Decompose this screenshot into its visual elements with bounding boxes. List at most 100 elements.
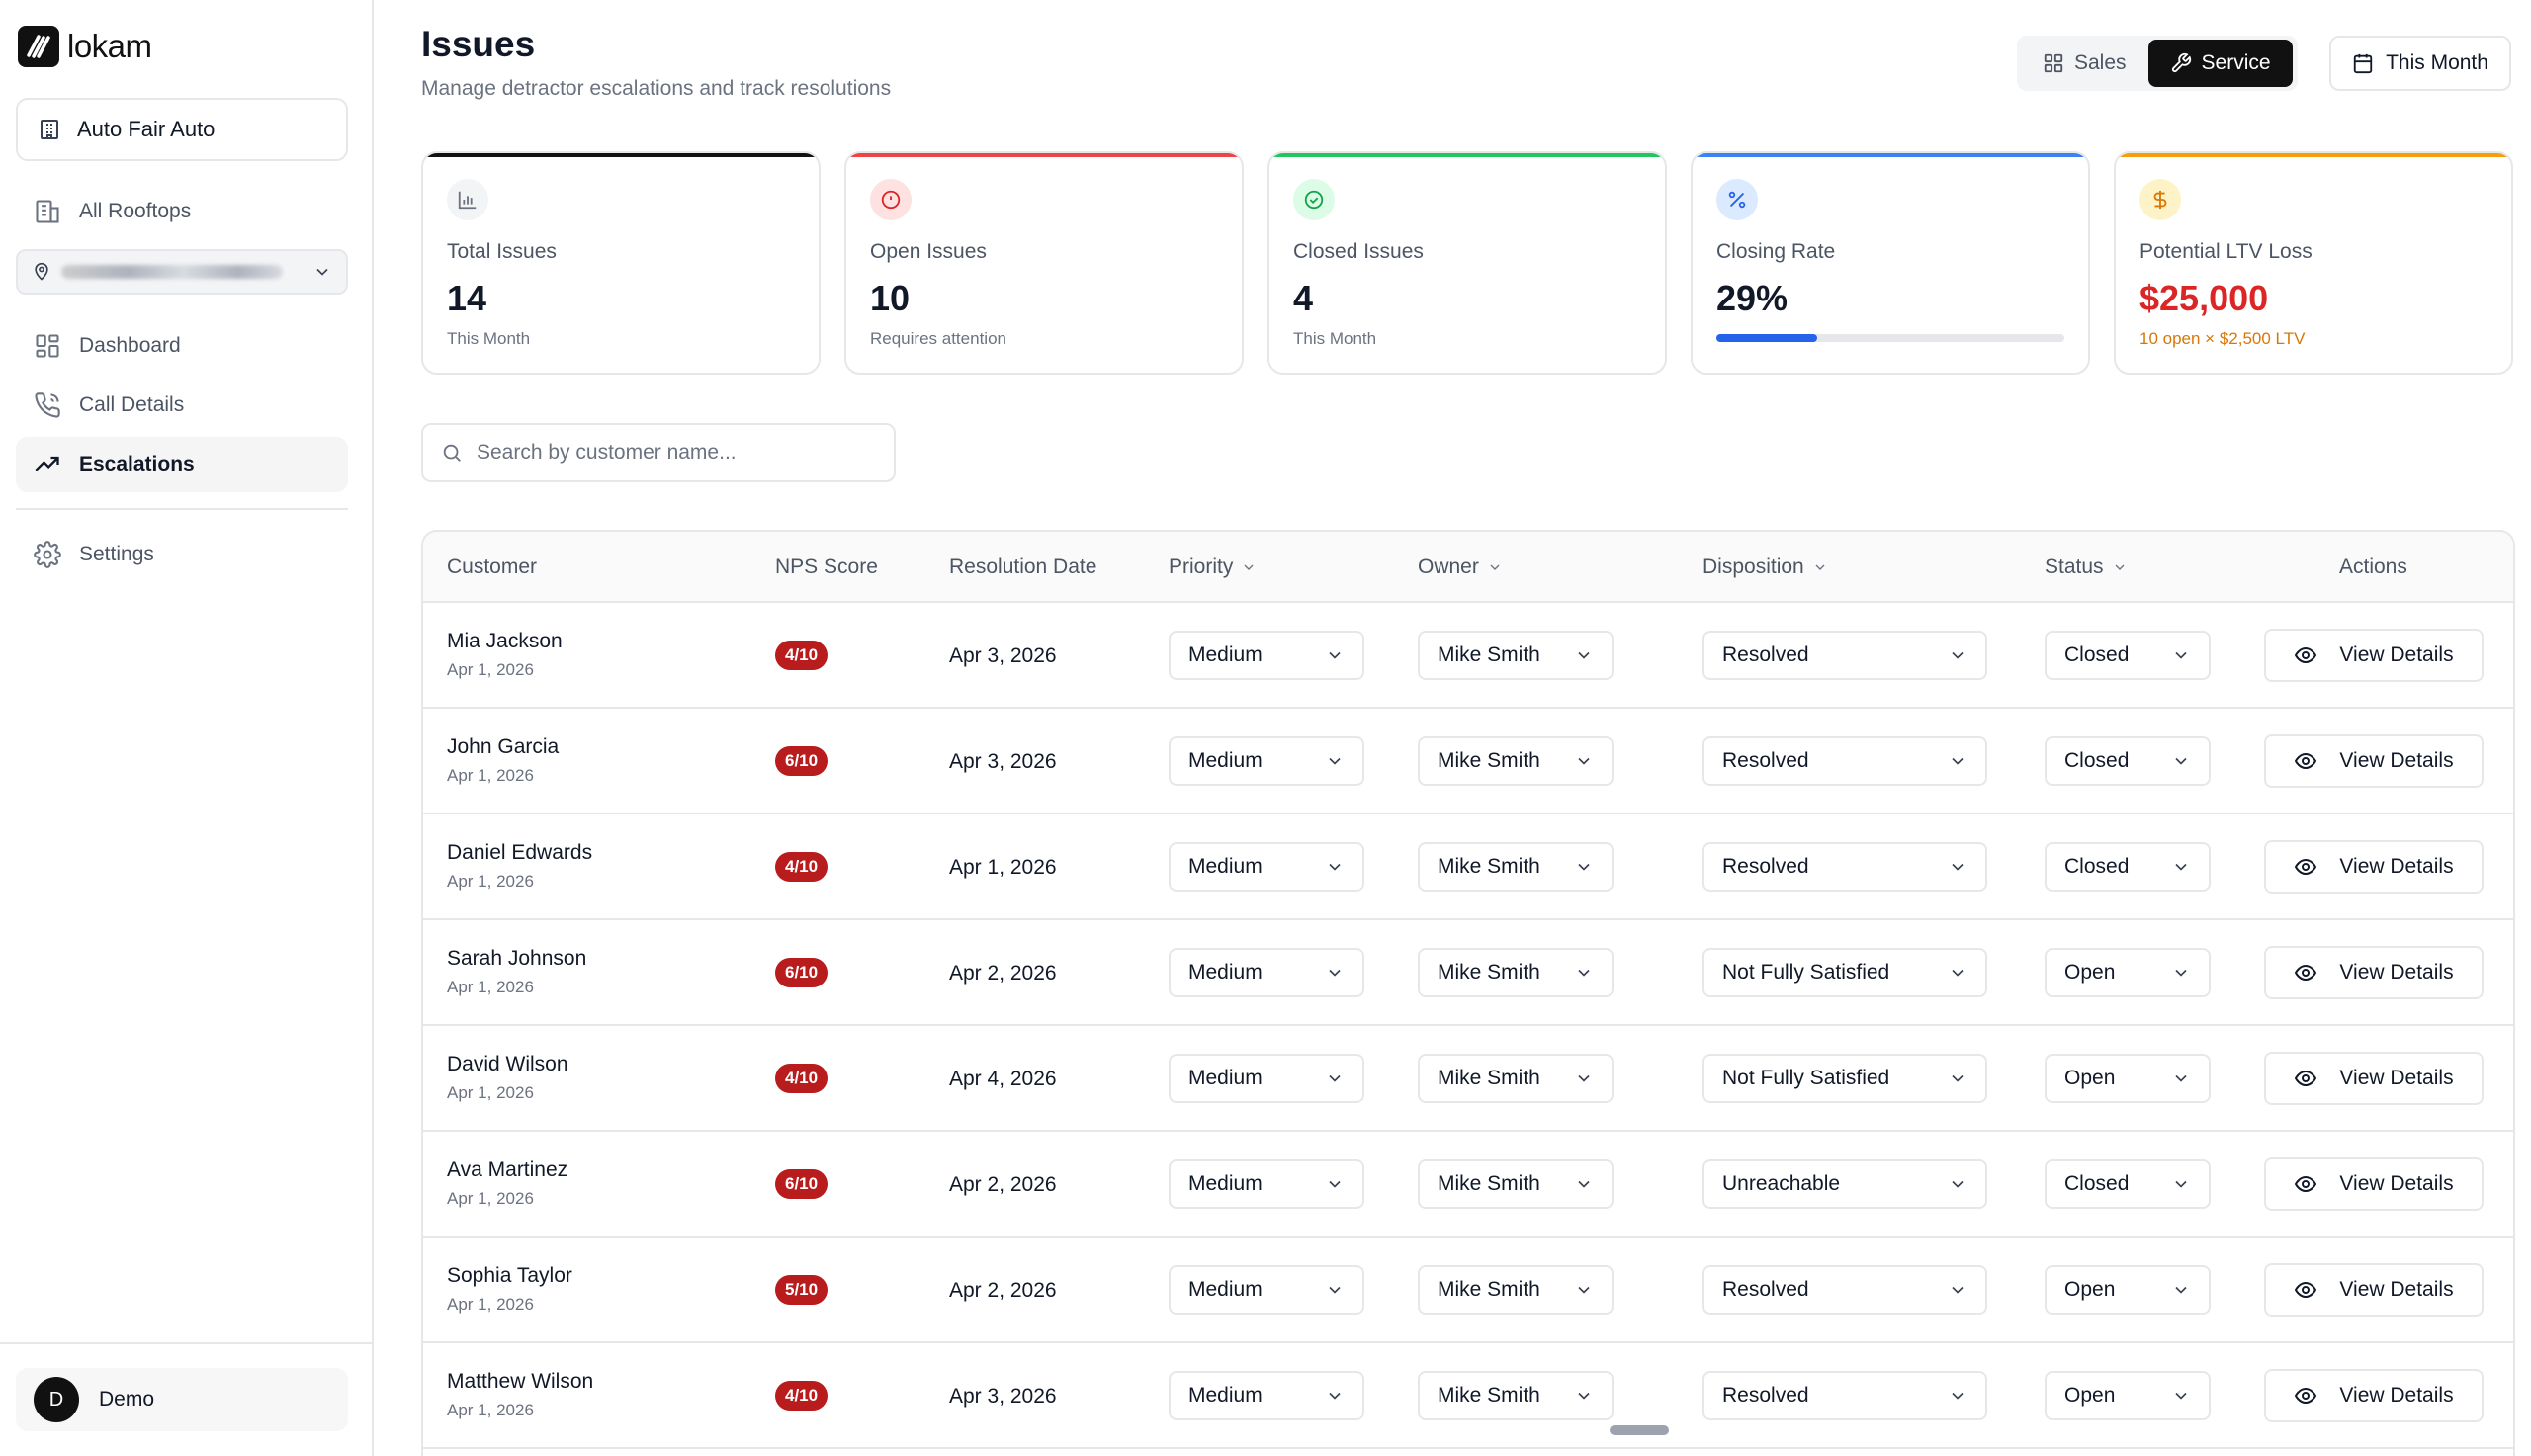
stat-card-ltv-loss: Potential LTV Loss $25,000 10 open × $2,… xyxy=(2114,151,2513,375)
status-select[interactable]: Closed xyxy=(2045,736,2211,786)
status-select[interactable]: Closed xyxy=(2045,1159,2211,1209)
owner-select[interactable]: Mike Smith xyxy=(1418,736,1614,786)
chevron-down-icon xyxy=(1578,1180,1590,1188)
customer-date: Apr 1, 2026 xyxy=(447,1189,534,1208)
sidebar-bottom-divider xyxy=(0,1342,372,1344)
customer-date: Apr 1, 2026 xyxy=(447,978,534,996)
priority-select[interactable]: Medium xyxy=(1169,631,1364,680)
nav-settings[interactable]: Settings xyxy=(16,527,348,582)
col-owner[interactable]: Owner xyxy=(1418,556,1503,579)
disposition-select[interactable]: Resolved xyxy=(1702,631,1987,680)
stat-sub: 10 open × $2,500 LTV xyxy=(2139,329,2306,348)
status-select[interactable]: Open xyxy=(2045,948,2211,997)
chevron-down-icon xyxy=(2175,1286,2187,1294)
eye-icon xyxy=(2295,646,2317,664)
stat-card-closing-rate: Closing Rate 29% xyxy=(1691,151,2090,375)
dealer-selector[interactable]: Auto Fair Auto xyxy=(16,98,348,161)
owner-select[interactable]: Mike Smith xyxy=(1418,842,1614,892)
col-disposition[interactable]: Disposition xyxy=(1702,556,1828,579)
owner-select[interactable]: Mike Smith xyxy=(1418,948,1614,997)
user-menu[interactable]: D Demo xyxy=(16,1368,348,1431)
issues-table: Customer NPS Score Resolution Date Prior… xyxy=(421,530,2515,1456)
owner-select[interactable]: Mike Smith xyxy=(1418,1054,1614,1103)
stat-card-open: Open Issues 10 Requires attention xyxy=(844,151,1244,375)
disposition-select[interactable]: Resolved xyxy=(1702,1265,1987,1315)
view-details-button[interactable]: View Details xyxy=(2264,1369,2484,1422)
view-details-button[interactable]: View Details xyxy=(2264,946,2484,999)
status-select[interactable]: Open xyxy=(2045,1054,2211,1103)
segment-sales[interactable]: Sales xyxy=(2021,40,2148,87)
stat-value: 4 xyxy=(1293,278,1314,318)
disposition-select[interactable]: Unreachable xyxy=(1702,1159,1987,1209)
priority-select[interactable]: Medium xyxy=(1169,1265,1364,1315)
customer-name: Matthew Wilson xyxy=(447,1370,594,1393)
buildings-icon xyxy=(36,200,59,223)
table-row: Daniel Edwards Apr 1, 2026 4/10 Apr 1, 2026… xyxy=(423,814,2513,920)
view-details-button[interactable]: View Details xyxy=(2264,840,2484,894)
view-details-button[interactable]: View Details xyxy=(2264,1157,2484,1211)
col-nps: NPS Score xyxy=(775,556,878,578)
resolution-date: Apr 4, 2026 xyxy=(949,1068,1057,1090)
resolution-date: Apr 3, 2026 xyxy=(949,750,1057,773)
priority-select[interactable]: Medium xyxy=(1169,1371,1364,1420)
wrench-icon xyxy=(2171,52,2191,73)
disposition-select[interactable]: Resolved xyxy=(1702,842,1987,892)
owner-select[interactable]: Mike Smith xyxy=(1418,1371,1614,1420)
search-input[interactable] xyxy=(477,441,872,465)
stat-value: 14 xyxy=(447,278,487,318)
owner-select[interactable]: Mike Smith xyxy=(1418,1159,1614,1209)
owner-select[interactable]: Mike Smith xyxy=(1418,631,1614,680)
location-select[interactable] xyxy=(16,249,348,295)
chevron-down-icon xyxy=(1329,1074,1341,1082)
table-row: David Wilson Apr 1, 2026 4/10 Apr 4, 2026 Me… xyxy=(423,1026,2513,1132)
stat-label: Open Issues xyxy=(870,240,987,263)
disposition-select[interactable]: Not Fully Satisfied xyxy=(1702,948,1987,997)
nav-dashboard[interactable]: Dashboard xyxy=(16,318,348,374)
status-select[interactable]: Closed xyxy=(2045,842,2211,892)
logo[interactable]: lokam xyxy=(18,26,152,67)
chevron-down-icon xyxy=(1329,1286,1341,1294)
stat-sub: Requires attention xyxy=(870,329,1006,348)
phone-icon xyxy=(35,392,60,418)
chevron-down-icon xyxy=(1578,863,1590,871)
status-select[interactable]: Closed xyxy=(2045,631,2211,680)
priority-select[interactable]: Medium xyxy=(1169,842,1364,892)
view-details-button[interactable]: View Details xyxy=(2264,734,2484,788)
disposition-select[interactable]: Resolved xyxy=(1702,736,1987,786)
table-row: Matthew Wilson Apr 1, 2026 4/10 Apr 3, 2026… xyxy=(423,1343,2513,1449)
table-row: Ava Martinez Apr 1, 2026 6/10 Apr 2, 2026 Me… xyxy=(423,1132,2513,1238)
disposition-select[interactable]: Not Fully Satisfied xyxy=(1702,1054,1987,1103)
priority-select[interactable]: Medium xyxy=(1169,948,1364,997)
priority-select[interactable]: Medium xyxy=(1169,1159,1364,1209)
status-select[interactable]: Open xyxy=(2045,1371,2211,1420)
view-details-button[interactable]: View Details xyxy=(2264,1263,2484,1317)
table-header: Customer NPS Score Resolution Date Prior… xyxy=(423,532,2513,603)
segment-service[interactable]: Service xyxy=(2147,40,2293,87)
scroll-handle[interactable] xyxy=(1610,1425,1669,1435)
resolution-date: Apr 2, 2026 xyxy=(949,1173,1057,1196)
nav-escalations[interactable]: Escalations xyxy=(16,437,348,492)
nav-call-details[interactable]: Call Details xyxy=(16,378,348,433)
customer-name: Sophia Taylor xyxy=(447,1264,572,1287)
col-status[interactable]: Status xyxy=(2045,556,2128,579)
search-icon xyxy=(443,444,461,462)
status-select[interactable]: Open xyxy=(2045,1265,2211,1315)
chevron-down-icon xyxy=(2175,757,2187,765)
view-details-button[interactable]: View Details xyxy=(2264,629,2484,682)
table-row: Sarah Johnson Apr 1, 2026 6/10 Apr 2, 2026 M… xyxy=(423,920,2513,1026)
customer-name: Sarah Johnson xyxy=(447,947,587,970)
view-details-button[interactable]: View Details xyxy=(2264,1052,2484,1105)
period-selector[interactable]: This Month xyxy=(2329,36,2511,91)
chevron-down-icon xyxy=(1952,1392,1964,1400)
disposition-select[interactable]: Resolved xyxy=(1702,1371,1987,1420)
resolution-date: Apr 1, 2026 xyxy=(949,856,1057,879)
nav-all-rooftops[interactable]: All Rooftops xyxy=(16,184,348,239)
owner-select[interactable]: Mike Smith xyxy=(1418,1265,1614,1315)
priority-select[interactable]: Medium xyxy=(1169,1054,1364,1103)
chevron-down-icon xyxy=(1815,564,1825,570)
priority-select[interactable]: Medium xyxy=(1169,736,1364,786)
eye-icon xyxy=(2295,1281,2317,1299)
bar-chart-icon xyxy=(447,179,488,220)
col-priority[interactable]: Priority xyxy=(1169,556,1257,579)
table-row: Sophia Taylor Apr 1, 2026 5/10 Apr 2, 2026 M… xyxy=(423,1238,2513,1343)
